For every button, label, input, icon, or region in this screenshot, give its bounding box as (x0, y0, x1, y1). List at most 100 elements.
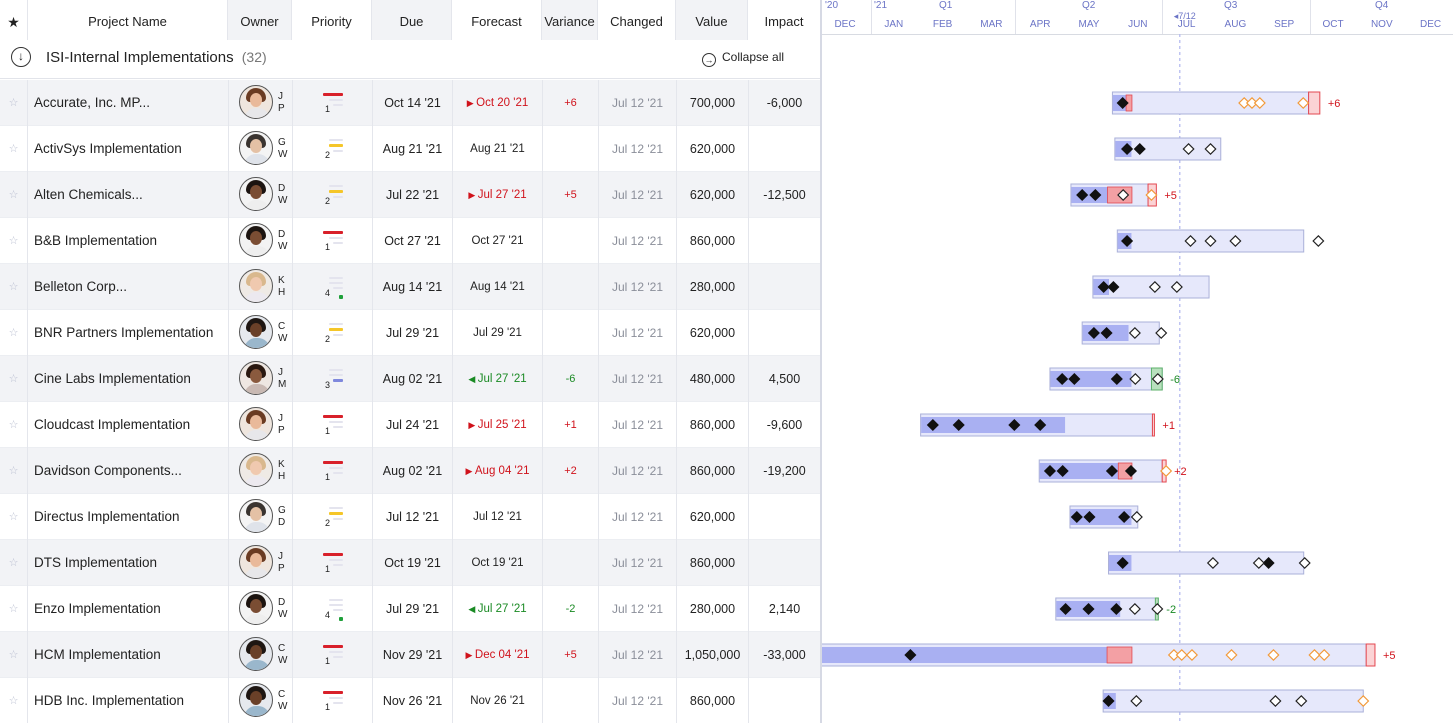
favorite-star-icon[interactable]: ☆ (0, 402, 28, 448)
impact-amount (748, 540, 820, 586)
priority-cell[interactable]: 1 (292, 80, 372, 126)
favorite-star-icon[interactable]: ☆ (0, 264, 28, 310)
project-name[interactable]: ActivSys Implementation (34, 141, 182, 156)
milestone-open-icon (1128, 326, 1141, 340)
column-header-variance[interactable]: Variance (542, 0, 598, 40)
project-name[interactable]: BNR Partners Implementation (34, 325, 214, 340)
group-toggle-icon[interactable]: ↓ (11, 47, 31, 67)
due-date: Aug 02 '21 (372, 356, 452, 402)
priority-cell[interactable]: 4 (292, 586, 372, 632)
favorite-star-icon[interactable]: ☆ (0, 218, 28, 264)
changed-date: Jul 12 '21 (598, 126, 676, 172)
project-name[interactable]: Belleton Corp... (34, 279, 128, 294)
priority-cell[interactable]: 1 (292, 540, 372, 586)
star-column-header[interactable]: ★ (0, 0, 28, 40)
priority-cell[interactable]: 2 (292, 494, 372, 540)
priority-bars-icon (323, 461, 343, 477)
favorite-star-icon[interactable]: ☆ (0, 310, 28, 356)
avatar (239, 85, 273, 119)
favorite-star-icon[interactable]: ☆ (0, 540, 28, 586)
milestone-complete-icon (1121, 234, 1134, 248)
priority-cell[interactable]: 1 (292, 678, 372, 723)
favorite-star-icon[interactable]: ☆ (0, 494, 28, 540)
column-header-name[interactable]: Project Name (28, 0, 228, 40)
project-name[interactable]: Alten Chemicals... (34, 187, 143, 202)
priority-cell[interactable]: 1 (292, 632, 372, 678)
project-name[interactable]: Cloudcast Implementation (34, 417, 191, 432)
column-header-value[interactable]: Value (676, 0, 748, 40)
project-name[interactable]: Enzo Implementation (34, 601, 161, 616)
favorite-star-icon[interactable]: ☆ (0, 126, 28, 172)
favorite-star-icon[interactable]: ☆ (0, 448, 28, 494)
favorite-star-icon[interactable]: ☆ (0, 172, 28, 218)
collapse-all-button[interactable]: → Collapse all (702, 50, 784, 67)
variance-value (542, 678, 598, 723)
column-header-forecast[interactable]: Forecast (452, 0, 542, 40)
favorite-star-icon[interactable]: ☆ (0, 356, 28, 402)
priority-cell[interactable]: 4 (292, 264, 372, 310)
column-header-changed[interactable]: Changed (598, 0, 676, 40)
milestone-complete-icon (1116, 556, 1129, 570)
priority-cell[interactable]: 3 (292, 356, 372, 402)
project-name[interactable]: Cine Labs Implementation (34, 371, 191, 386)
priority-cell[interactable]: 1 (292, 218, 372, 264)
project-name[interactable]: Davidson Components... (34, 463, 182, 478)
priority-value: 2 (325, 334, 331, 344)
priority-cell[interactable]: 1 (292, 448, 372, 494)
project-name[interactable]: HDB Inc. Implementation (34, 693, 185, 708)
variance-value: +1 (542, 402, 598, 448)
priority-cell[interactable]: 2 (292, 126, 372, 172)
project-name[interactable]: HCM Implementation (34, 647, 161, 662)
favorite-star-icon[interactable]: ☆ (0, 80, 28, 126)
pane-splitter[interactable] (820, 0, 822, 723)
timeline-period-label: Q1 (939, 0, 953, 11)
milestone-complete-icon (1056, 464, 1069, 478)
project-name[interactable]: B&B Implementation (34, 233, 158, 248)
impact-amount: -6,000 (748, 80, 820, 126)
priority-cell[interactable]: 2 (292, 172, 372, 218)
column-header-due[interactable]: Due (372, 0, 452, 40)
priority-cell[interactable]: 2 (292, 310, 372, 356)
project-name[interactable]: Accurate, Inc. MP... (34, 95, 151, 110)
favorite-star-icon[interactable]: ☆ (0, 632, 28, 678)
column-header-owner[interactable]: Owner (228, 0, 292, 40)
project-name[interactable]: Directus Implementation (34, 509, 180, 524)
column-header-impact[interactable]: Impact (764, 14, 804, 29)
column-header-priority[interactable]: Priority (292, 0, 372, 40)
priority-cell[interactable]: 1 (292, 402, 372, 448)
timeline-month-label: DEC (834, 19, 856, 30)
favorite-star-icon[interactable]: ☆ (0, 678, 28, 723)
favorite-star-icon[interactable]: ☆ (0, 586, 28, 632)
project-name[interactable]: DTS Implementation (34, 555, 158, 570)
forecast-date: Nov 26 '21 (452, 678, 542, 723)
